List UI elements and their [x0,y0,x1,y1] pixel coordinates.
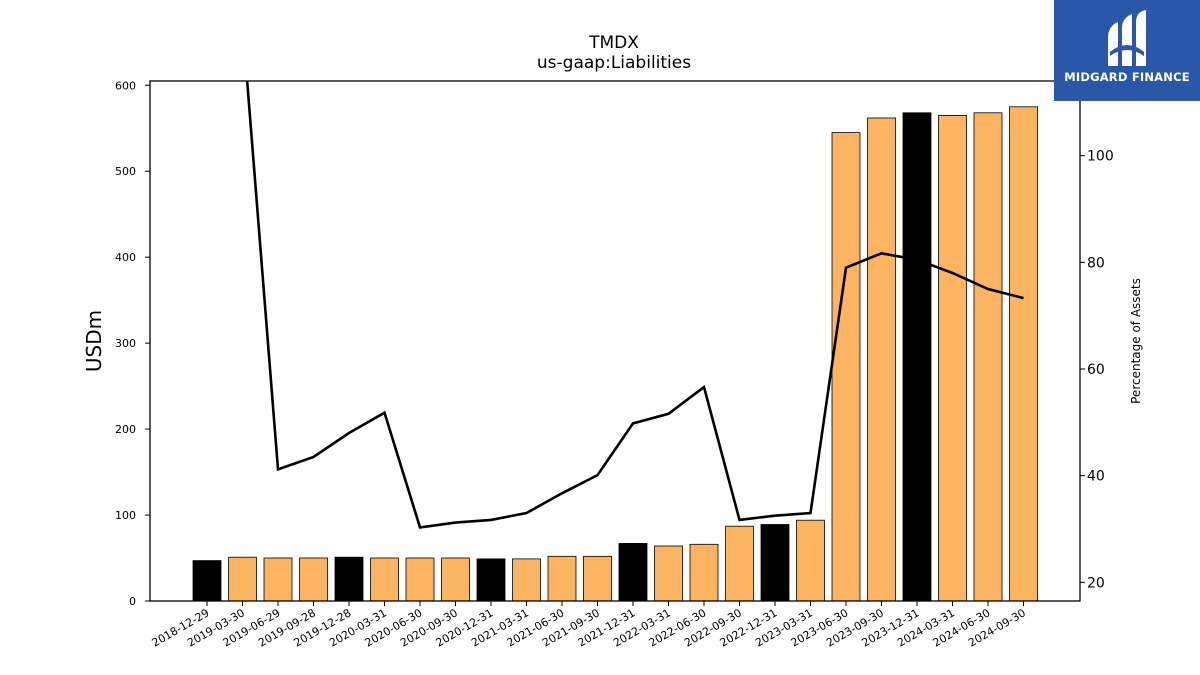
plot-frame [149,80,1081,602]
bar-2020-09-30 [441,557,470,602]
bar-2020-12-31 [476,558,506,602]
chart-subtitle: us-gaap:Liabilities [537,53,691,73]
right-tick-label: 100 [1087,149,1114,165]
brand-logo: MIDGARD FINANCE [1054,0,1200,101]
bar-2021-12-31 [618,543,648,602]
left-tick-label: 0 [129,595,136,608]
right-tick-label: 20 [1087,575,1105,591]
x-axis: 2018-12-292019-03-302019-06-292019-09-28… [150,601,1028,650]
bar-2021-06-30 [547,555,577,602]
y-axis-label-right: Percentage of Assets [1129,278,1143,404]
bar-2019-09-28 [299,557,328,602]
bar-2024-06-30 [973,112,1003,602]
right-tick-label: 80 [1087,255,1105,271]
left-tick-label: 200 [115,423,136,436]
left-tick-label: 100 [115,509,136,522]
bar-2022-09-30 [725,525,754,602]
bar-2024-09-30 [1009,106,1038,602]
bar-2021-03-31 [512,558,541,602]
bar-2023-06-30 [831,132,861,602]
bar-2021-09-30 [583,555,612,602]
bar-2023-09-30 [867,117,896,602]
bar-2022-03-31 [654,545,683,602]
bar-2023-03-31 [796,519,825,602]
bar-2020-06-30 [405,557,435,602]
right-tick-label: 40 [1087,469,1105,485]
bar-2024-03-31 [938,115,967,602]
left-tick-label: 600 [115,79,136,92]
bar-series [192,106,1038,602]
left-tick-label: 300 [115,337,136,350]
bar-2022-06-30 [689,543,719,602]
left-axis: 0 100 200 300 400 500 600 [115,79,150,608]
percentage-of-assets-line [245,81,1024,529]
bar-2019-03-30 [228,556,257,602]
chart-title: TMDX [588,33,639,53]
brand-name: MIDGARD FINANCE [1064,70,1190,84]
left-tick-label: 500 [115,165,136,178]
line-series [245,81,1024,529]
bar-2023-12-31 [902,112,932,602]
bar-2019-06-29 [263,557,293,602]
right-tick-label: 60 [1087,362,1105,378]
left-tick-label: 400 [115,251,136,264]
right-axis: 20 40 60 80 100 [1080,149,1114,591]
bar-2018-12-29 [192,560,222,602]
midgard-logo-icon [1108,10,1146,66]
bar-2019-12-28 [334,556,364,602]
bar-2020-03-31 [370,557,399,602]
bar-2022-12-31 [760,524,790,602]
y-axis-label: USDm [82,310,106,372]
